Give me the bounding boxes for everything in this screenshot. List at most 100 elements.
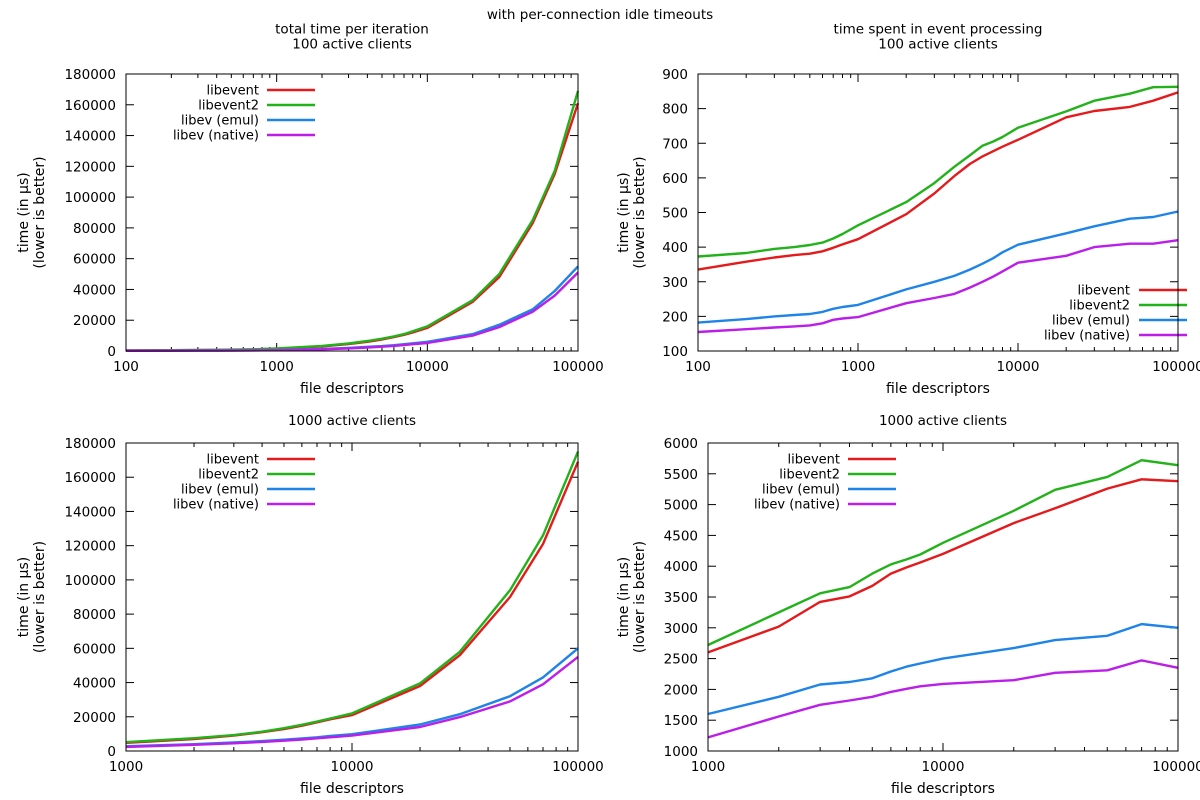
x-axis-label: file descriptors	[300, 381, 404, 397]
x-tick-label: 1000	[259, 359, 293, 375]
chart-title-line: time spent in event processing	[834, 22, 1043, 38]
y-tick-label: 80000	[73, 607, 116, 623]
legend-label: libev (native)	[754, 498, 840, 513]
legend-label: libevent	[206, 453, 259, 468]
y-tick-label: 3000	[664, 621, 698, 637]
legend-label: libev (emul)	[762, 483, 840, 498]
y-axis-label: time (in µs)(lower is better)	[616, 156, 648, 268]
x-axis-label: file descriptors	[886, 381, 990, 397]
chart-title-line: 1000 active clients	[879, 413, 1007, 429]
chart-total-time-100-clients: total time per iteration 100 active clien…	[16, 22, 604, 398]
y-axis-label-line: (lower is better)	[632, 541, 648, 653]
x-tick-label: 10000	[331, 759, 374, 775]
legend-label: libevent2	[779, 468, 840, 483]
legend-label: libevent2	[198, 468, 259, 483]
chart-title-line: 1000 active clients	[288, 413, 416, 429]
y-tick-label: 200	[662, 309, 688, 325]
y-axis-label-line: time (in µs)	[16, 557, 32, 637]
chart-total-time-1000-clients: 1000 active clients time (in µs)(lower is…	[16, 413, 604, 797]
y-axis-label-line: (lower is better)	[32, 156, 48, 268]
y-tick-label: 60000	[73, 641, 116, 657]
chart-title: 1000 active clients	[288, 413, 416, 429]
chart-event-processing-100-clients: time spent in event processing 100 active…	[616, 22, 1200, 398]
y-tick-label: 1000	[664, 744, 698, 760]
legend-label: libevent2	[1069, 299, 1130, 314]
plot-frame	[707, 442, 1179, 752]
x-tick-label: 1000	[841, 359, 875, 375]
series-line-libev-emul	[707, 622, 1179, 716]
series-line-libevent	[697, 91, 1179, 271]
legend-label: libev (emul)	[181, 483, 259, 498]
y-tick-label: 1500	[664, 713, 698, 729]
x-tick-label: 100000	[552, 759, 604, 775]
series-line-libevent2	[125, 451, 580, 744]
y-tick-label: 500	[662, 206, 688, 222]
y-tick-label: 0	[107, 744, 116, 760]
legend-label: libev (native)	[173, 129, 259, 144]
series-line-libevent2	[707, 459, 1179, 647]
y-axis-label-line: (lower is better)	[632, 156, 648, 268]
chart-title: total time per iteration 100 active clien…	[275, 22, 429, 53]
x-tick-label: 100	[113, 359, 139, 375]
x-tick-label: 10000	[922, 759, 965, 775]
y-tick-label: 180000	[64, 67, 116, 83]
figure-title: with per-connection idle timeouts	[487, 7, 713, 23]
y-tick-label: 3500	[664, 590, 698, 606]
y-tick-label: 40000	[73, 282, 116, 298]
x-tick-label: 100000	[1152, 759, 1200, 775]
series-line-libevent2	[697, 85, 1179, 258]
legend-label: libevent	[206, 84, 259, 99]
y-tick-label: 120000	[64, 539, 116, 555]
y-tick-label: 600	[662, 171, 688, 187]
y-axis-label-line: time (in µs)	[16, 172, 32, 252]
x-tick-label: 10000	[997, 359, 1040, 375]
chart-title-line: total time per iteration	[275, 22, 429, 38]
y-axis-label-line: time (in µs)	[616, 172, 632, 252]
y-axis-label-line: (lower is better)	[32, 541, 48, 653]
series-line-libev-emul	[125, 265, 579, 352]
series-line-libev-native	[707, 659, 1179, 739]
legend-label: libevent2	[198, 99, 259, 114]
y-tick-label: 120000	[64, 159, 116, 175]
x-tick-label: 100000	[552, 359, 604, 375]
y-tick-label: 40000	[73, 676, 116, 692]
plot-frame	[125, 73, 579, 352]
y-tick-label: 400	[662, 240, 688, 256]
x-tick-label: 100000	[1152, 359, 1200, 375]
x-axis-label-line: file descriptors	[300, 781, 404, 797]
y-tick-label: 20000	[73, 313, 116, 329]
y-tick-label: 140000	[64, 504, 116, 520]
x-axis-label: file descriptors	[300, 781, 404, 797]
y-tick-label: 2500	[664, 652, 698, 668]
legend-label: libev (native)	[173, 498, 259, 513]
y-tick-label: 4000	[664, 559, 698, 575]
legend-label: libev (native)	[1044, 329, 1130, 344]
plot-frame	[125, 442, 579, 752]
chart-title-line: 100 active clients	[878, 37, 998, 53]
y-tick-label: 5000	[664, 498, 698, 514]
series-line-libev-native	[125, 271, 579, 352]
y-tick-label: 140000	[64, 129, 116, 145]
y-tick-label: 6000	[664, 436, 698, 452]
series-line-libev-emul	[697, 210, 1179, 324]
x-axis-label-line: file descriptors	[891, 781, 995, 797]
y-tick-label: 2000	[664, 682, 698, 698]
y-tick-label: 800	[662, 102, 688, 118]
chart-title-line: 100 active clients	[292, 37, 412, 53]
y-tick-label: 60000	[73, 252, 116, 268]
chart-event-processing-1000-clients: 1000 active clients time (in µs)(lower is…	[616, 413, 1200, 797]
y-axis-label: time (in µs)(lower is better)	[16, 156, 48, 268]
plot-frame	[697, 73, 1179, 352]
legend-label: libevent	[787, 453, 840, 468]
y-tick-label: 180000	[64, 436, 116, 452]
series-line-libev-native	[125, 655, 579, 749]
series-line-libev-native	[697, 239, 1179, 334]
x-tick-label: 1000	[691, 759, 725, 775]
y-axis-label: time (in µs)(lower is better)	[616, 541, 648, 653]
series-line-libevent	[707, 478, 1179, 654]
y-tick-label: 700	[662, 136, 688, 152]
legend-label: libev (emul)	[1052, 314, 1130, 329]
y-tick-label: 4500	[664, 528, 698, 544]
legend-label: libev (emul)	[181, 114, 259, 129]
